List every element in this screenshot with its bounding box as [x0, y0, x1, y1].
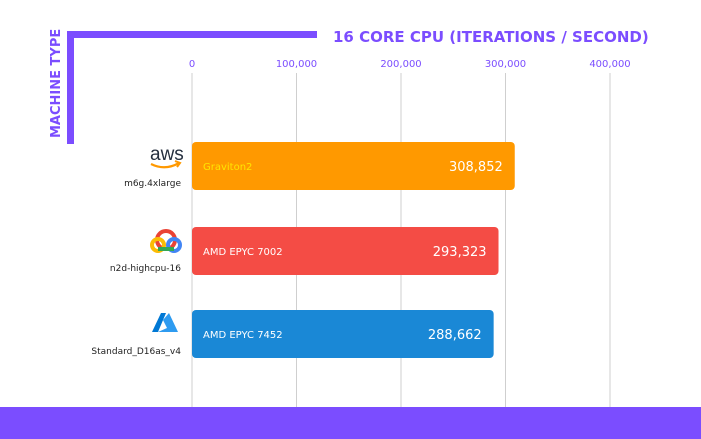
value-label: 288,662	[428, 328, 482, 343]
google-cloud-logo-icon	[150, 229, 182, 253]
bar	[192, 227, 499, 275]
category-label: Standard_D16as_v4	[91, 347, 181, 357]
x-tick-label: 200,000	[380, 59, 421, 70]
azure-logo-icon	[152, 313, 178, 332]
y-axis-label: MACHINE TYPE	[49, 29, 64, 138]
category-label: n2d-highcpu-16	[110, 264, 181, 274]
bar-label: AMD EPYC 7002	[203, 247, 283, 258]
aws-logo-text: aws	[150, 144, 184, 165]
x-tick-label: 400,000	[589, 59, 630, 70]
bar-label: Graviton2	[203, 162, 252, 173]
axis-bracket-horizontal	[67, 31, 317, 38]
axis-bracket-vertical	[67, 31, 74, 144]
bar	[192, 310, 494, 358]
bar	[192, 142, 515, 190]
chart-title: 16 CORE CPU (ITERATIONS / SECOND)	[333, 28, 649, 46]
x-tick-label: 100,000	[276, 59, 317, 70]
aws-logo-icon: aws	[150, 144, 184, 169]
value-label: 308,852	[449, 160, 503, 175]
value-label: 293,323	[433, 245, 487, 260]
x-tick-label: 0	[189, 59, 195, 70]
x-tick-label: 300,000	[485, 59, 526, 70]
category-label: m6g.4xlarge	[124, 179, 181, 189]
bottom-band	[0, 407, 701, 439]
bar-label: AMD EPYC 7452	[203, 330, 283, 341]
